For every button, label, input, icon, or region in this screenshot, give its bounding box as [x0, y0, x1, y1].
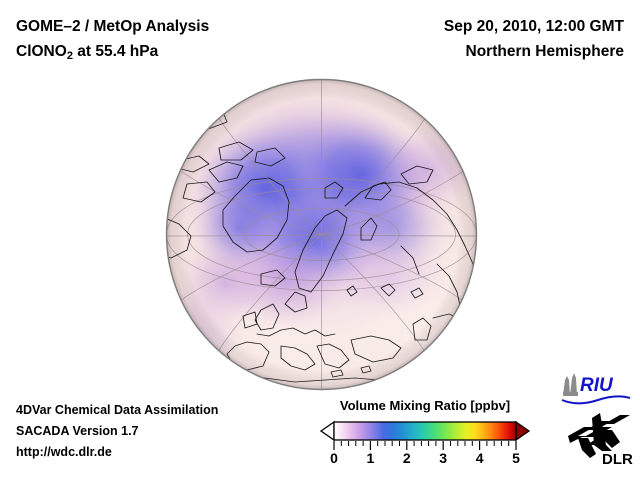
colorbar: Volume Mixing Ratio [ppbv] [318, 398, 532, 465]
colorbar-tick-label: 3 [439, 450, 447, 465]
analysis-title: GOME–2 / MetOp Analysis [16, 18, 210, 35]
header-left: GOME–2 / MetOp Analysis ClONO2 at 55.4 h… [16, 14, 209, 69]
timestamp-label: Sep 20, 2010, 12:00 GMT [443, 18, 624, 35]
riu-logo-graphic: RIU [561, 373, 631, 405]
pressure-level: at 55.4 hPa [72, 43, 159, 60]
species-name: ClONO [16, 43, 67, 60]
colorbar-minor-ticks [340, 441, 510, 446]
colorbar-tick-label: 0 [330, 450, 338, 465]
species-level-title: ClONO2 at 55.4 hPa [16, 39, 209, 69]
riu-wave-icon [561, 395, 631, 405]
colorbar-extend-low [319, 420, 335, 442]
cathedral-spires-icon [563, 373, 578, 396]
dlr-logo: DLR [566, 410, 634, 468]
colorbar-tick-label: 1 [367, 450, 375, 465]
colorbar-tick-label: 4 [476, 450, 484, 465]
colorbar-tick-label: 5 [512, 450, 520, 465]
orthographic-projection [165, 78, 478, 391]
colorbar-scale: 0 1 2 3 4 5 [319, 420, 531, 465]
dlr-mark-icon [568, 413, 630, 458]
colorbar-tick-label: 2 [403, 450, 411, 465]
riu-logo-text: RIU [580, 375, 614, 396]
colorbar-title: Volume Mixing Ratio [ppbv] [339, 398, 511, 413]
colorbar-ticks [333, 441, 517, 450]
method-label: 4DVar Chemical Data Assimilation [16, 403, 219, 417]
riu-logo: RIU [560, 371, 632, 405]
hemisphere-label: Northern Hemisphere [465, 43, 624, 60]
website-link[interactable]: http://wdc.dlr.de [16, 445, 112, 459]
dlr-logo-graphic: DLR [568, 413, 633, 468]
species-subscript: 2 [66, 50, 73, 62]
colorbar-extend-high [515, 420, 531, 442]
colorbar-tick-labels: 0 1 2 3 4 5 [330, 450, 520, 465]
version-label: SACADA Version 1.7 [16, 424, 139, 438]
header-right: Sep 20, 2010, 12:00 GMT Northern Hemisph… [444, 14, 624, 64]
footer-credits: 4DVar Chemical Data Assimilation SACADA … [16, 400, 218, 463]
globe-map [165, 78, 478, 391]
globe-limb [165, 78, 478, 391]
dlr-logo-text: DLR [602, 451, 633, 468]
colorbar-gradient [333, 421, 517, 441]
